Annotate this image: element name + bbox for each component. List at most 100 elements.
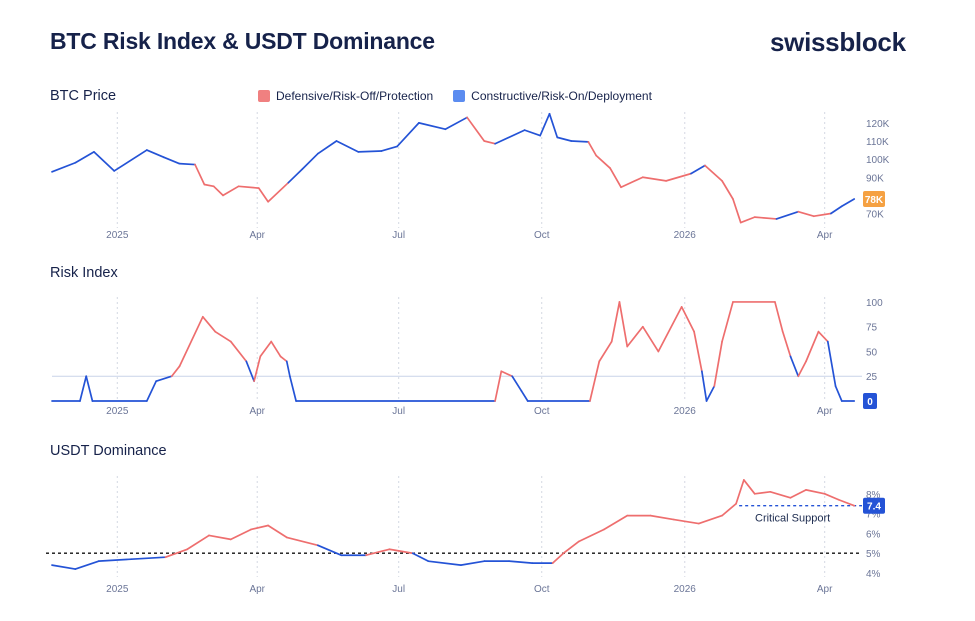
panel-0: 2025AprJulOct2026Apr120K110K100K90K80K70… xyxy=(51,112,890,241)
legend-item-constructive: Constructive/Risk-On/Deployment xyxy=(453,89,652,103)
series-segment xyxy=(732,198,742,224)
series-segment xyxy=(697,514,723,525)
series-segment xyxy=(214,330,232,343)
series-segment xyxy=(523,129,542,137)
series-segment xyxy=(620,176,644,189)
series-segment xyxy=(178,315,204,368)
series-segment xyxy=(589,360,601,402)
series-segment xyxy=(797,210,815,218)
x-tick-label: Apr xyxy=(817,406,833,417)
legend-label-defensive: Defensive/Risk-Off/Protection xyxy=(276,89,434,103)
series-segment xyxy=(365,548,391,557)
series-segment xyxy=(548,112,559,139)
series-segment xyxy=(267,181,290,203)
series-segment xyxy=(301,152,319,170)
y-tick-label: 8% xyxy=(866,490,881,501)
series-segment xyxy=(229,340,248,363)
series-segment xyxy=(556,136,573,142)
series-segment xyxy=(539,112,551,137)
series-segment xyxy=(289,375,297,402)
x-tick-label: Jul xyxy=(392,584,405,595)
series-segment xyxy=(208,534,232,541)
series-segment xyxy=(267,524,288,539)
series-segment xyxy=(789,355,800,378)
legend-item-defensive: Defensive/Risk-Off/Protection xyxy=(258,89,433,103)
x-tick-label: Apr xyxy=(249,406,265,417)
series-segment xyxy=(500,370,514,378)
x-tick-label: 2026 xyxy=(674,230,697,241)
series-segment xyxy=(641,325,660,353)
series-segment xyxy=(229,528,252,541)
series-segment xyxy=(587,141,597,157)
series-segment xyxy=(494,370,503,402)
series-segment xyxy=(739,216,756,224)
series-segment xyxy=(769,490,792,499)
series-segment xyxy=(427,560,462,566)
series-segment xyxy=(79,375,88,402)
legend-label-constructive: Constructive/Risk-On/Deployment xyxy=(471,89,652,103)
series-segment xyxy=(837,498,856,507)
series-segment xyxy=(774,301,784,333)
series-segment xyxy=(279,355,288,363)
series-segment xyxy=(51,161,77,173)
series-segment xyxy=(245,360,255,383)
series-segment xyxy=(74,151,95,164)
y-tick-label: 70K xyxy=(866,210,884,221)
x-tick-label: 2025 xyxy=(106,584,129,595)
x-tick-label: Oct xyxy=(534,406,550,417)
y-tick-label: 6% xyxy=(866,529,881,540)
series-segment xyxy=(396,122,420,148)
series-segment xyxy=(388,548,414,555)
series-segment xyxy=(74,560,100,570)
series-segment xyxy=(201,315,217,333)
defensive-swatch xyxy=(258,90,270,102)
series-segment xyxy=(466,116,486,142)
series-segment xyxy=(212,185,224,197)
last-value-badge xyxy=(863,191,885,207)
series-segment xyxy=(812,212,832,218)
series-segment xyxy=(164,548,189,559)
last-value-label: 78K xyxy=(865,195,884,206)
x-tick-label: Jul xyxy=(392,230,405,241)
x-tick-label: Apr xyxy=(249,584,265,595)
series-segment xyxy=(145,149,165,159)
series-segment xyxy=(735,479,745,505)
series-segment xyxy=(494,129,526,145)
y-tick-label: 120K xyxy=(866,119,890,130)
series-segment xyxy=(194,163,206,186)
series-segment xyxy=(690,164,706,175)
series-segment xyxy=(163,156,181,165)
series-segment xyxy=(721,180,734,200)
series-segment xyxy=(130,556,167,561)
series-segment xyxy=(93,151,116,172)
series-segment xyxy=(253,355,262,383)
series-segment xyxy=(285,360,291,378)
series-segment xyxy=(823,492,840,501)
series-segment xyxy=(508,560,534,564)
series-segment xyxy=(287,168,304,184)
series-segment xyxy=(511,375,523,392)
series-segment xyxy=(285,536,319,547)
y-tick-label: 5% xyxy=(866,549,881,560)
series-segment xyxy=(85,375,94,402)
x-tick-label: Oct xyxy=(534,230,550,241)
series-segment xyxy=(610,301,621,343)
series-segment xyxy=(742,479,756,495)
series-segment xyxy=(317,544,343,557)
series-segment xyxy=(713,340,723,387)
x-tick-label: Apr xyxy=(249,230,265,241)
x-tick-label: Jul xyxy=(392,406,405,417)
y-tick-label: 90K xyxy=(866,173,884,184)
series-segment xyxy=(826,340,837,387)
series-segment xyxy=(649,514,675,521)
series-segment xyxy=(721,301,734,343)
last-value-label: 7.4 xyxy=(867,502,881,513)
series-segment xyxy=(237,185,260,189)
series-segment xyxy=(578,528,605,543)
series-segment xyxy=(641,176,667,182)
constructive-swatch xyxy=(453,90,466,102)
critical-support-label: Critical Support xyxy=(755,513,830,525)
series-segment xyxy=(693,330,703,373)
series-segment xyxy=(257,187,269,203)
panel-title-risk-index: Risk Index xyxy=(50,265,118,281)
